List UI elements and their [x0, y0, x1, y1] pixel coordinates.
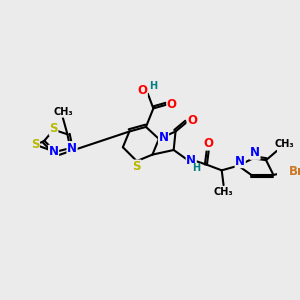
Text: N: N [49, 145, 58, 158]
Text: O: O [204, 137, 214, 150]
Text: O: O [137, 84, 147, 98]
Text: Br: Br [289, 165, 300, 178]
Text: O: O [187, 114, 197, 127]
Text: N: N [250, 146, 260, 159]
Text: S: S [31, 138, 39, 151]
Text: CH₃: CH₃ [214, 187, 233, 196]
Text: N: N [67, 142, 77, 155]
Text: CH₃: CH₃ [53, 107, 73, 117]
Text: CH₃: CH₃ [275, 140, 294, 149]
Text: H: H [149, 81, 158, 91]
Text: H: H [192, 164, 200, 173]
Text: O: O [167, 98, 177, 111]
Text: S: S [133, 160, 141, 173]
Text: S: S [49, 122, 58, 135]
Text: N: N [235, 154, 245, 168]
Text: N: N [158, 130, 169, 144]
Text: N: N [186, 154, 196, 167]
